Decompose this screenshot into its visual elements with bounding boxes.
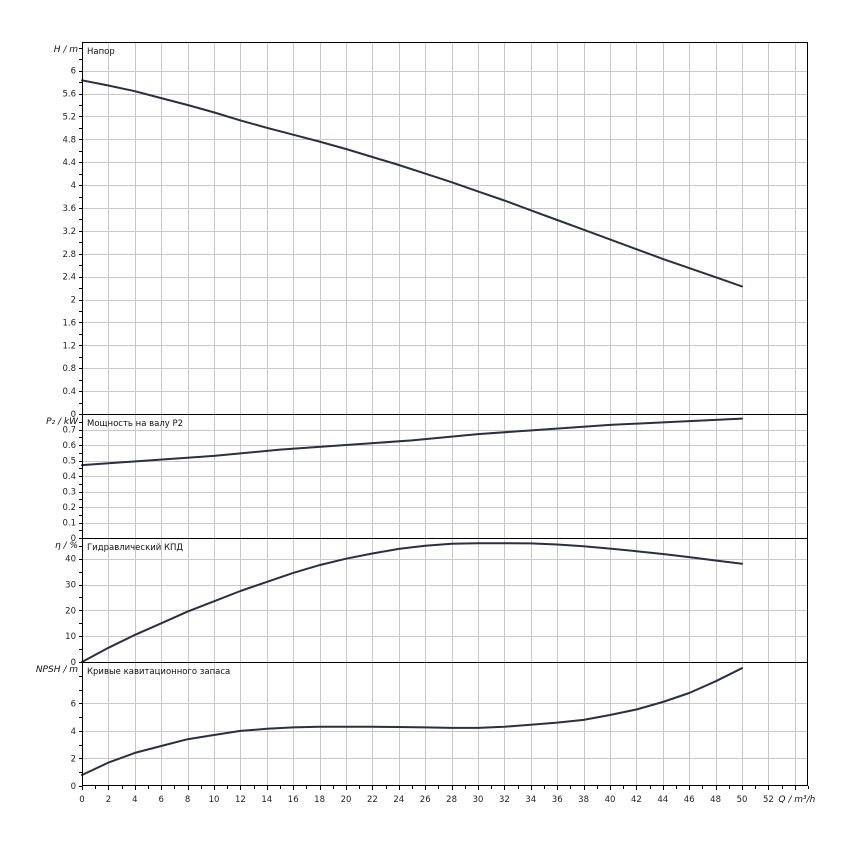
y-tick-label: 0.4 [62,472,76,482]
y-tick-label: 2 [71,754,76,764]
panel-title: Напор [87,47,115,57]
x-tick-label: 2 [106,795,111,805]
y-tick-label: 5.2 [62,112,76,122]
curve-head [81,79,743,288]
x-tick-label: 8 [185,795,190,805]
x-tick-label: 34 [525,795,536,805]
x-tick-label: 20 [341,795,352,805]
y-tick-label: 2.4 [62,273,76,283]
x-tick-label: 16 [288,795,299,805]
y-tick-label: 0 [71,782,76,792]
x-tick-label: 4 [132,795,137,805]
y-tick-label: 4 [71,727,76,737]
y-tick-label: 0.2 [62,503,76,513]
y-tick-label: 0.8 [62,364,76,374]
x-tick-label: 38 [578,795,589,805]
y-tick-label: 0.3 [62,488,76,498]
y-tick-label: 0.7 [62,426,76,436]
x-tick-label: 32 [499,795,510,805]
y-tick-label: 2 [71,296,76,306]
x-tick-label: 44 [657,795,668,805]
x-tick-label: 36 [552,795,563,805]
y-tick-label: 6 [71,699,76,709]
panel-title: Мощность на валу P2 [87,419,183,429]
x-tick-label: 26 [420,795,431,805]
y-tick-label: 0.5 [62,457,76,467]
y-tick-label: 20 [65,606,76,616]
x-tick-label: 6 [158,795,163,805]
x-tick-label: 0 [79,795,84,805]
panel-title: Кривые кавитационного запаса [87,667,230,677]
x-axis-label: Q / m³/h [778,795,815,805]
y-tick-label: 2.8 [62,250,76,260]
y-tick-label: 3.2 [62,227,76,237]
curve-npsh [81,667,743,776]
y-axis-label: P₂ / kW [46,417,79,427]
x-tick-label: 50 [737,795,748,805]
y-tick-label: 1.6 [62,318,76,328]
x-tick-label: 46 [684,795,695,805]
curve-efficiency [81,542,743,663]
y-tick-label: 0.4 [62,387,76,397]
x-tick-label: 14 [261,795,272,805]
y-tick-label: 3.6 [62,204,76,214]
plot-frame [82,42,808,786]
x-tick-label: 52 [763,795,774,805]
x-tick-label: 30 [473,795,484,805]
x-tick-label: 10 [209,795,220,805]
x-tick-label: 18 [314,795,325,805]
labels: 0 0.4 0.8 1.2 1.6 2 2.4 2.8 3.2 3.6 4 4.4 4.8 5.2 5.6 6… [36,45,816,805]
y-tick-label: 0 [71,410,76,420]
y-tick-label: 40 [65,555,76,565]
curves [81,79,743,776]
y-tick-label: 5.6 [62,90,76,100]
y-tick-label: 4.8 [62,135,76,145]
y-axis-label: H / m [54,45,79,55]
y-tick-label: 30 [65,581,76,591]
x-tick-label: 22 [367,795,378,805]
axes [79,42,809,790]
y-tick-label: 0 [71,534,76,544]
y-axis-label: η / % [55,541,78,551]
x-tick-label: 12 [235,795,246,805]
x-tick-label: 42 [631,795,642,805]
x-tick-label: 48 [710,795,721,805]
x-tick-label: 28 [446,795,457,805]
y-axis-label: NPSH / m [36,665,78,675]
y-tick-label: 4.4 [62,158,76,168]
y-tick-label: 10 [65,632,76,642]
panel-title: Гидравлический КПД [87,543,183,553]
y-tick-label: 4 [71,181,76,191]
x-tick-label: 40 [605,795,616,805]
curve-power [81,417,743,467]
y-tick-label: 0.6 [62,441,76,451]
y-tick-label: 0 [71,658,76,668]
y-tick-label: 1.2 [62,341,76,351]
y-tick-label: 0.1 [62,519,76,529]
y-tick-label: 6 [71,67,76,77]
x-tick-label: 24 [393,795,404,805]
